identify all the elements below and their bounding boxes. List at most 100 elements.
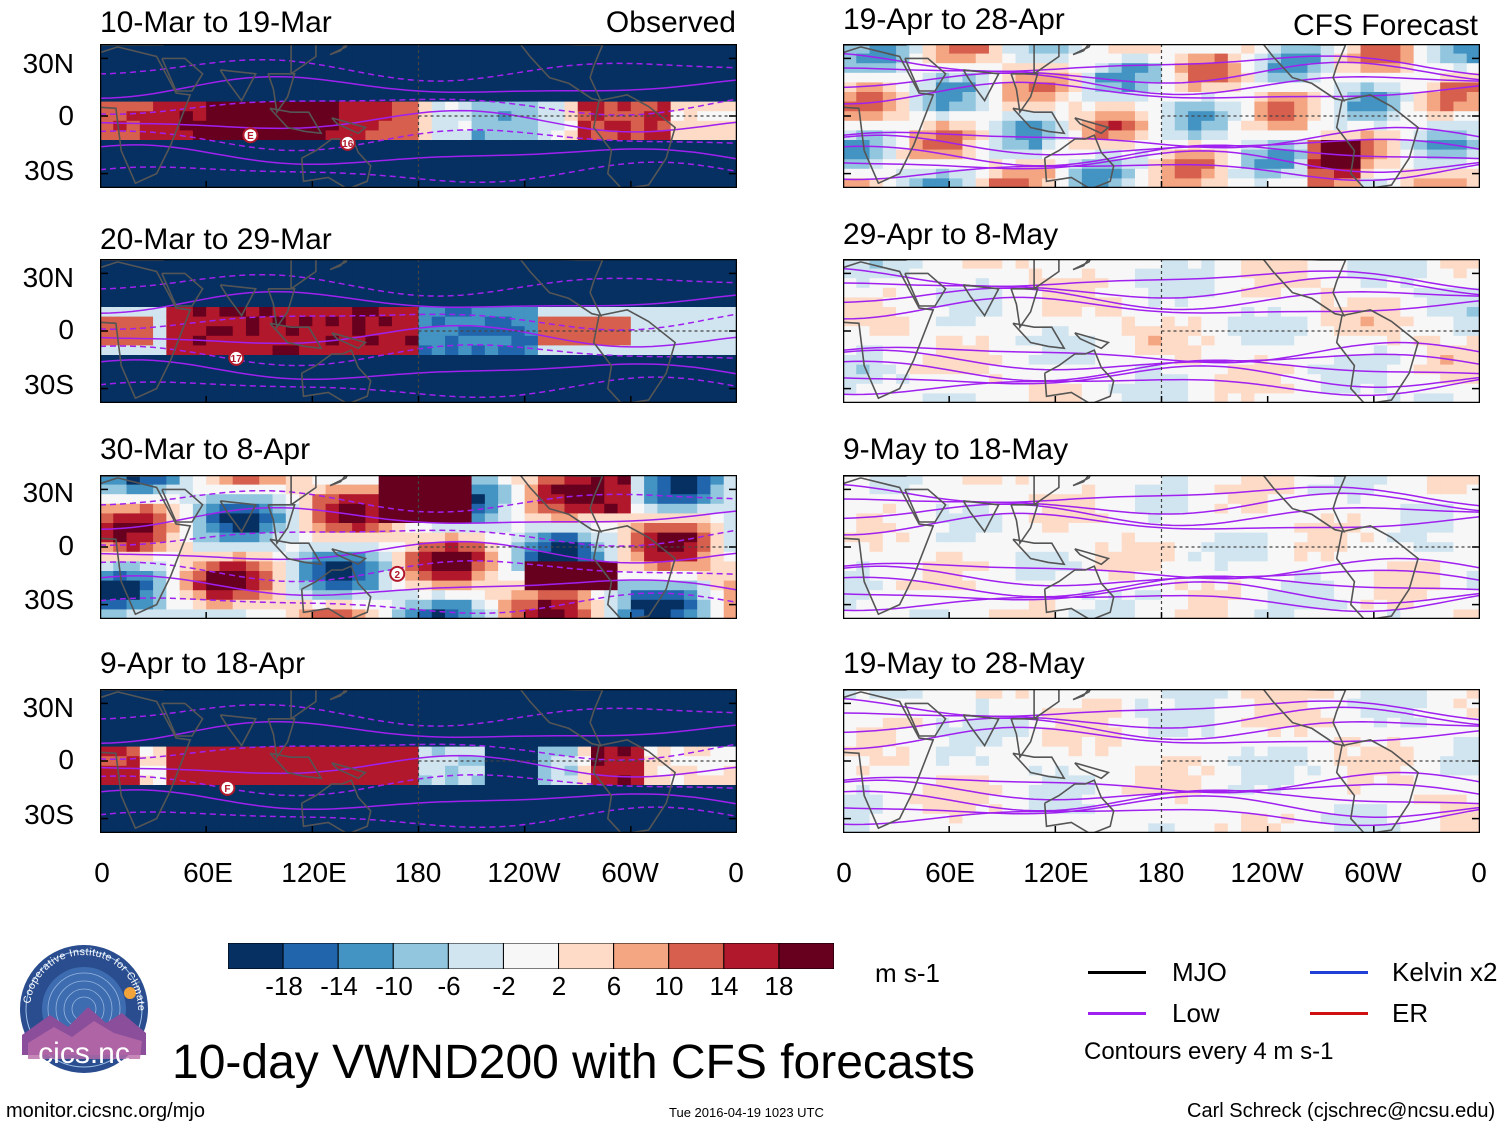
field-cell [1360, 120, 1375, 131]
field-cell [1134, 259, 1149, 270]
field-cell [962, 542, 977, 553]
field-cell [245, 785, 260, 796]
field-cell [259, 287, 274, 298]
field-cell [1214, 259, 1229, 270]
field-cell [1387, 149, 1401, 160]
field-cell [1360, 297, 1375, 308]
field-cell [153, 326, 167, 337]
field-cell [1081, 513, 1096, 524]
field-cell [153, 53, 167, 64]
field-cell [551, 804, 566, 815]
field-cell [1294, 82, 1309, 93]
field-cell [458, 101, 473, 112]
field-cell [1241, 178, 1255, 188]
field-cell [232, 178, 247, 188]
field-cell [922, 355, 937, 366]
field-cell [484, 571, 499, 582]
field-cell [471, 708, 486, 719]
field-cell [1294, 364, 1309, 375]
field-cell [551, 746, 566, 757]
field-cell [445, 355, 459, 366]
field-cell [166, 503, 181, 514]
field-cell [192, 345, 207, 356]
field-cell [1413, 168, 1428, 179]
field-cell [869, 140, 884, 151]
field-cell [723, 307, 737, 318]
field-cell [153, 785, 167, 796]
field-cell [206, 823, 221, 833]
field-cell [988, 523, 1003, 534]
field-cell [126, 561, 141, 572]
field-cell [431, 53, 446, 64]
field-cell [232, 335, 247, 346]
field-cell [1307, 120, 1322, 131]
field-cell [100, 475, 114, 486]
field-cell [670, 785, 685, 796]
field-cell [1068, 287, 1083, 298]
field-cell [338, 111, 353, 122]
field-cell [312, 63, 327, 74]
field-cell [431, 101, 446, 112]
field-cell [1294, 168, 1309, 179]
field-cell [1440, 259, 1455, 270]
field-cell [1095, 355, 1110, 366]
field-cell [312, 92, 327, 103]
field-cell [1201, 111, 1216, 122]
field-cell [259, 374, 274, 385]
field-cell [232, 475, 247, 486]
field-cell [325, 737, 340, 748]
field-cell [1453, 316, 1468, 327]
field-cell [445, 259, 459, 270]
map-panel-observed-3: 2 [100, 475, 737, 619]
field-cell [1214, 53, 1229, 64]
field-cell [245, 120, 260, 131]
field-cell [365, 590, 380, 601]
field-cell [617, 494, 632, 505]
field-cell [1400, 149, 1415, 160]
field-cell [869, 335, 884, 346]
field-cell [179, 542, 194, 553]
field-cell [1453, 345, 1468, 356]
field-cell [564, 717, 579, 728]
field-cell [312, 287, 327, 298]
field-cell [139, 746, 154, 757]
field-cell [1161, 503, 1176, 514]
field-cell [1121, 599, 1136, 610]
field-cell [139, 737, 154, 748]
field-cell [219, 168, 234, 179]
field-cell [1280, 178, 1295, 188]
field-cell [511, 307, 526, 318]
field-cell [232, 168, 247, 179]
field-cell [1413, 72, 1428, 83]
field-cell [723, 130, 737, 141]
storm-marker-label: E [247, 131, 254, 142]
field-cell [325, 756, 340, 767]
coastline [267, 73, 296, 115]
field-cell [498, 804, 512, 815]
field-cell [1413, 268, 1428, 279]
field-cell [896, 278, 910, 289]
field-cell [1347, 383, 1362, 394]
field-cell [498, 746, 512, 757]
field-cell [697, 503, 712, 514]
field-cell [1002, 111, 1017, 122]
field-cell [683, 561, 698, 572]
field-cell [1413, 393, 1428, 403]
field-cell [325, 523, 340, 534]
field-cell [988, 101, 1003, 112]
field-cell [551, 532, 566, 543]
field-cell [869, 168, 884, 179]
field-cell [352, 278, 367, 289]
field-cell [1148, 72, 1163, 83]
field-cell [206, 746, 221, 757]
field-cell [431, 765, 446, 776]
field-cell [1028, 307, 1043, 318]
field-cell [1254, 178, 1269, 188]
field-cell [537, 335, 552, 346]
field-cell [1148, 523, 1163, 534]
field-cell [1188, 364, 1202, 375]
field-cell [1148, 307, 1163, 318]
field-cell [285, 785, 300, 796]
field-cell [418, 571, 433, 582]
field-cell [153, 63, 167, 74]
